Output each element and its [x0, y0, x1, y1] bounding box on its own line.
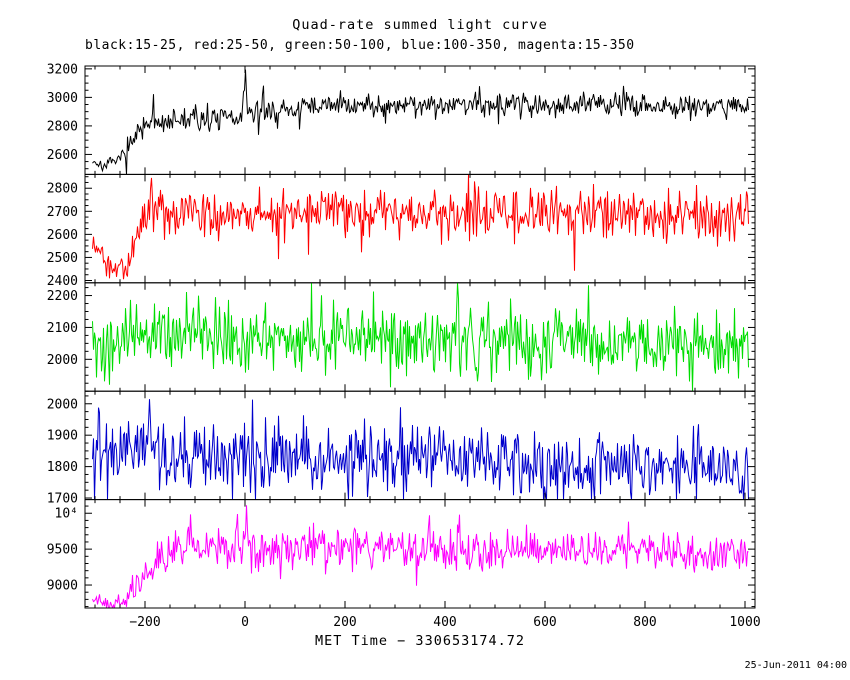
panel-red: 2400 2500 2600 2700 2800: [47, 173, 756, 289]
x-tick-label: −200: [129, 615, 160, 630]
y-tick-label: 2100: [47, 321, 78, 336]
panel-green: 2000 2100 2200: [47, 282, 756, 392]
panel-magenta: 9000 9500 10⁴ −200 0 200 400 600 800 1000: [47, 499, 761, 630]
y-tick-label: 3000: [47, 91, 78, 106]
y-tick-label: 2800: [47, 119, 78, 134]
x-tick-label: 600: [533, 615, 556, 630]
x-tick-label: 0: [241, 615, 249, 630]
y-tick-label: 2000: [47, 397, 78, 412]
y-tick-label: 1700: [47, 492, 78, 507]
y-tick-label: 9000: [47, 579, 78, 594]
y-tick-label: 3200: [47, 62, 78, 77]
series-blue: [92, 399, 749, 500]
chart-legend-subtitle: black:15-25, red:25-50, green:50-100, bl…: [85, 38, 635, 53]
panel-frame-red: [84, 173, 756, 284]
series-magenta: [92, 505, 749, 609]
creation-timestamp: 25-Jun-2011 04:00: [744, 660, 847, 671]
y-tick-label: 2800: [47, 182, 78, 197]
x-tick-label: 1000: [729, 615, 760, 630]
y-tick-label: 2600: [47, 228, 78, 243]
x-tick-label: 800: [633, 615, 656, 630]
chart-title: Quad-rate summed light curve: [292, 17, 548, 33]
x-axis-label: MET Time − 330653174.72: [315, 633, 525, 649]
y-tick-label: 2000: [47, 353, 78, 368]
y-tick-label: 2600: [47, 148, 78, 163]
y-tick-label: 9500: [47, 543, 78, 558]
y-tick-label: 2200: [47, 289, 78, 304]
series-red: [92, 174, 749, 280]
y-tick-label: 2700: [47, 205, 78, 220]
y-tick-label: 2400: [47, 274, 78, 289]
x-tick-label: 400: [433, 615, 456, 630]
panel-blue: 1700 1800 1900 2000: [47, 390, 756, 507]
y-tick-label: 10⁴: [55, 507, 78, 522]
x-tick-label: 200: [333, 615, 356, 630]
panel-black: 2600 2800 3000 3200: [47, 62, 756, 175]
y-tick-label: 1900: [47, 429, 78, 444]
y-tick-label: 1800: [47, 460, 78, 475]
series-black: [92, 69, 749, 175]
series-green: [92, 282, 749, 392]
y-tick-label: 2500: [47, 251, 78, 266]
